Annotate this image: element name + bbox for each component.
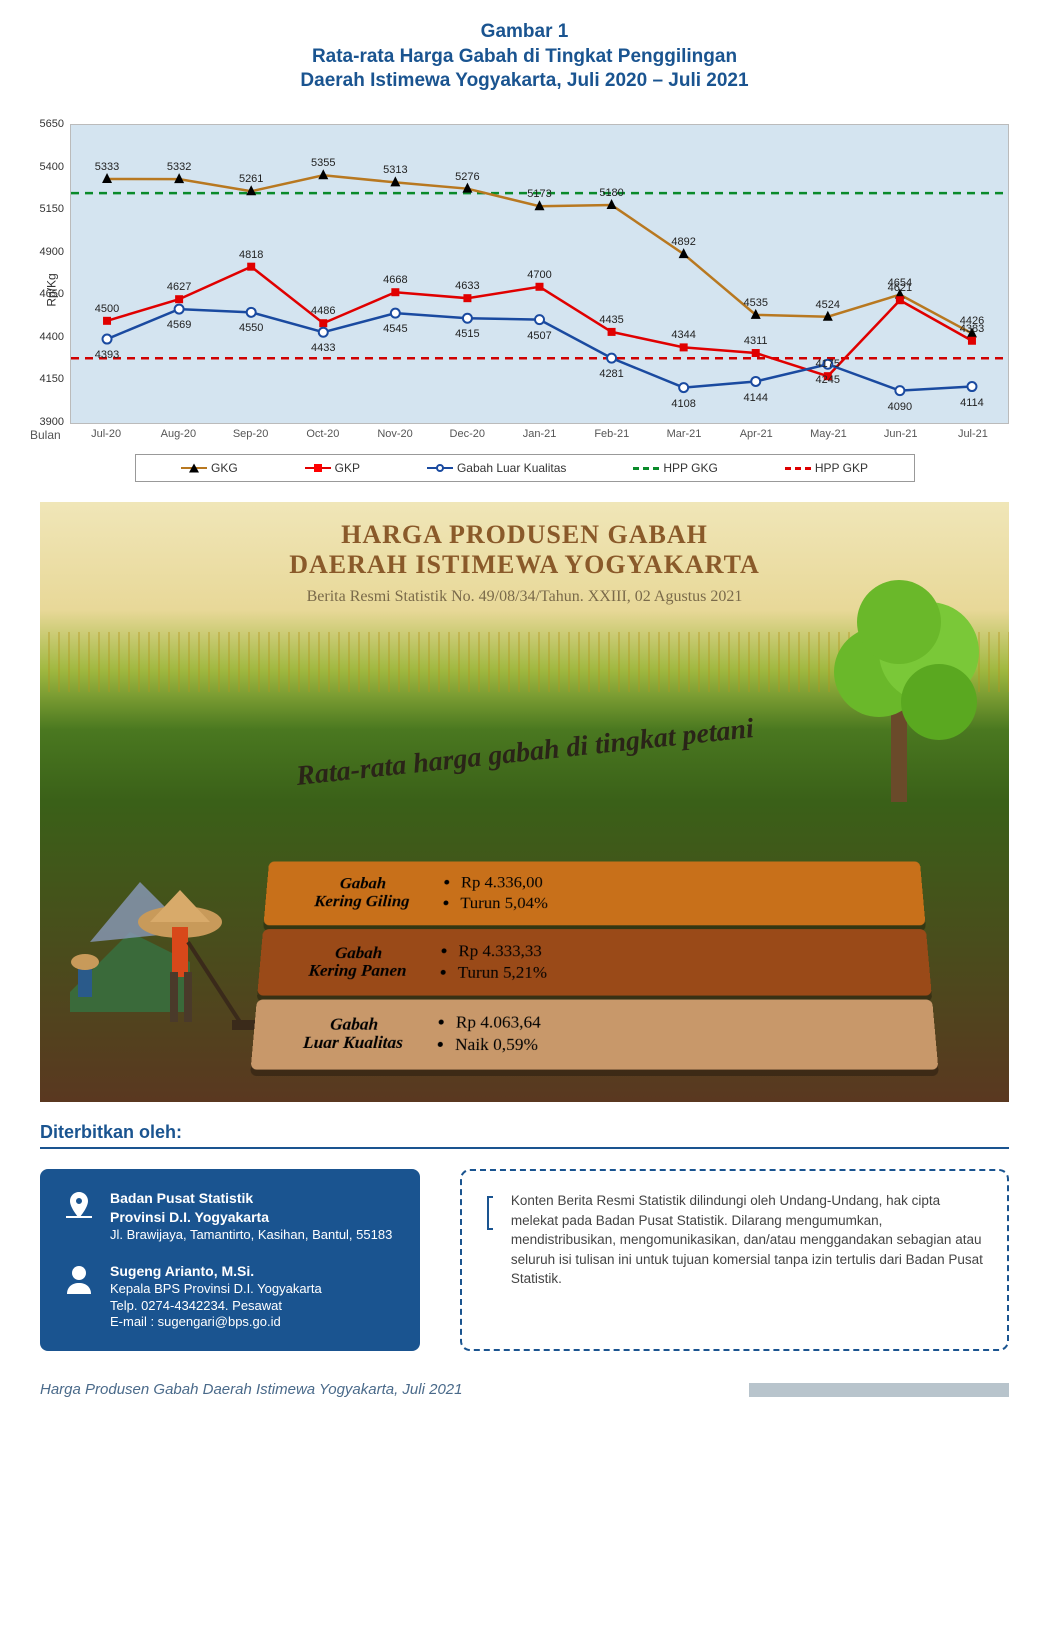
infographic-title1: HARGA PRODUSEN GABAH bbox=[40, 520, 1009, 550]
divider bbox=[40, 1147, 1009, 1149]
legend-glk-label: Gabah Luar Kualitas bbox=[457, 461, 566, 475]
publisher-org1: Badan Pusat Statistik bbox=[110, 1190, 253, 1206]
publisher-email: E-mail : sugengari@bps.go.id bbox=[110, 1314, 322, 1331]
publisher-org2: Provinsi D.I. Yogyakarta bbox=[110, 1209, 269, 1225]
publisher-phone: Telp. 0274-4342234. Pesawat bbox=[110, 1298, 322, 1315]
title-line3: Daerah Istimewa Yogyakarta, Juli 2020 – … bbox=[30, 69, 1019, 94]
legend-hpp-gkg-label: HPP GKG bbox=[663, 461, 717, 475]
footer-bar bbox=[749, 1383, 1009, 1397]
publisher-box: Badan Pusat Statistik Provinsi D.I. Yogy… bbox=[40, 1169, 420, 1351]
legend-hpp-gkp: HPP GKP bbox=[785, 461, 868, 475]
x-axis-labels: Jul-20Aug-20Sep-20Oct-20Nov-20Dec-20Jan-… bbox=[70, 424, 1009, 440]
person-icon bbox=[62, 1262, 96, 1296]
infographic-panel: HARGA PRODUSEN GABAH DAERAH ISTIMEWA YOG… bbox=[40, 502, 1009, 1102]
location-icon bbox=[62, 1189, 96, 1223]
publisher-role: Kepala BPS Provinsi D.I. Yogyakarta bbox=[110, 1281, 322, 1298]
publisher-person: Sugeng Arianto, M.Si. bbox=[110, 1263, 254, 1279]
legend-gkp-label: GKP bbox=[335, 461, 360, 475]
notice-text: Konten Berita Resmi Statistik dilindungi… bbox=[511, 1191, 985, 1329]
tree-icon bbox=[819, 552, 979, 802]
legend-gkp: GKP bbox=[305, 461, 360, 475]
document-icon bbox=[484, 1191, 493, 1231]
price-chart: Rp/Kg 39004150440046504900515054005650 5… bbox=[70, 124, 1009, 442]
legend-hpp-gkg: HPP GKG bbox=[633, 461, 717, 475]
farmer-icon bbox=[60, 802, 260, 1082]
footer-title: Harga Produsen Gabah Daerah Istimewa Yog… bbox=[40, 1381, 462, 1398]
published-by-label: Diterbitkan oleh: bbox=[40, 1122, 1009, 1143]
chart-title-block: Gambar 1 Rata-rata Harga Gabah di Tingka… bbox=[30, 20, 1019, 94]
chart-legend: GKG GKP Gabah Luar Kualitas HPP GKG HPP … bbox=[135, 454, 915, 482]
legend-gkg-label: GKG bbox=[211, 461, 238, 475]
legend-gkg: GKG bbox=[181, 461, 238, 475]
title-line2: Rata-rata Harga Gabah di Tingkat Penggil… bbox=[30, 45, 1019, 70]
infographic-banner: Rata-rata harga gabah di tingkat petani bbox=[294, 713, 755, 793]
legend-hpp-gkp-label: HPP GKP bbox=[815, 461, 868, 475]
y-axis-labels: 39004150440046504900515054005650 bbox=[30, 124, 68, 442]
legend-glk: Gabah Luar Kualitas bbox=[427, 461, 566, 475]
title-line1: Gambar 1 bbox=[30, 20, 1019, 45]
publisher-address: Jl. Brawijaya, Tamantirto, Kasihan, Bant… bbox=[110, 1227, 392, 1244]
price-plates: Gabah Kering GilingRp 4.336,00Turun 5,04… bbox=[250, 861, 938, 1073]
copyright-notice: Konten Berita Resmi Statistik dilindungi… bbox=[460, 1169, 1009, 1351]
